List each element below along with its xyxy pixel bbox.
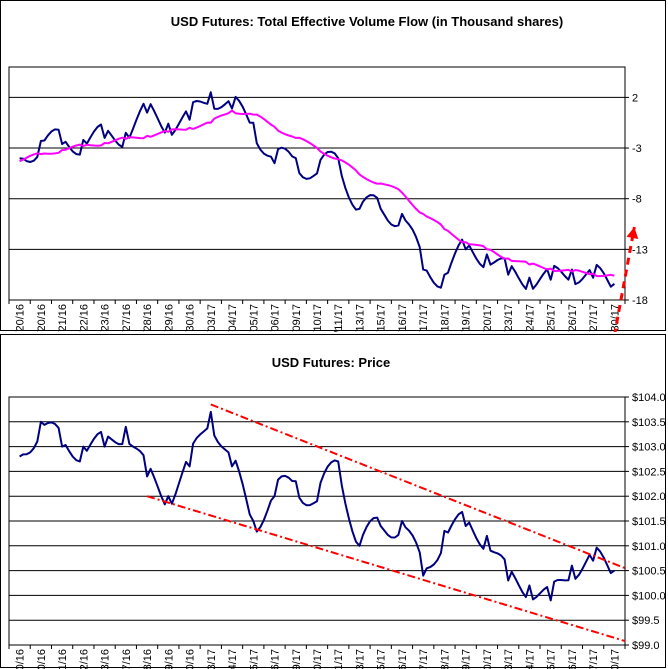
x-tick-label: 12/20/16	[15, 649, 27, 669]
x-tick-label: 01/19/17	[461, 304, 473, 332]
y-tick-label: $101.5	[632, 516, 666, 528]
x-tick-label: 01/13/17	[354, 649, 366, 669]
x-tick-label: 01/11/17	[333, 649, 345, 669]
x-tick-label: 12/23/16	[100, 304, 112, 332]
x-tick-label: 01/13/17	[354, 304, 366, 332]
x-tick-label: 01/25/17	[546, 649, 558, 669]
x-tick-label: 12/27/16	[121, 649, 133, 669]
x-tick-label: 01/04/17	[227, 304, 239, 332]
annotation-arrow-group	[613, 226, 639, 332]
series-line-0	[19, 410, 615, 602]
annotation-arrow-line	[613, 226, 636, 332]
x-tick-label: 01/10/17	[312, 649, 324, 669]
x-tick-label: 12/27/16	[121, 304, 133, 332]
series-line-0	[19, 91, 616, 290]
x-tick-label: 12/20/16	[15, 304, 27, 332]
x-tick-label: 01/05/17	[248, 304, 260, 332]
chart-title: USD Futures: Total Effective Volume Flow…	[171, 14, 563, 29]
y-tick-label: -13	[632, 244, 648, 256]
trend-line-1	[146, 495, 626, 642]
x-tick-label: 12/22/16	[78, 649, 90, 669]
x-tick-label: 12/21/16	[57, 304, 69, 332]
price-chart-panel: USD Futures: Price $104.0 $103.5 $103.0 $10…	[0, 334, 666, 669]
y-tick-label: $103.0	[632, 442, 666, 454]
x-tick-label: 12/28/16	[142, 649, 154, 669]
x-tick-label: 01/20/17	[482, 304, 494, 332]
x-axis-ticks: 12/20/16 12/20/16 12/21/16 12/22/16 12/23/16…	[8, 645, 626, 669]
y-tick-label: -8	[632, 194, 642, 206]
x-tick-label: 01/15/17	[376, 649, 388, 669]
y-tick-label: $102.0	[632, 491, 666, 503]
x-tick-label: 01/05/17	[248, 649, 260, 669]
series-group	[19, 91, 616, 290]
x-tick-label: 01/09/17	[291, 649, 303, 669]
x-tick-label: 01/26/17	[567, 649, 579, 669]
y-tick-label: $100.0	[632, 590, 666, 602]
x-tick-label: 01/18/17	[439, 304, 451, 332]
x-tick-label: 01/26/17	[567, 304, 579, 332]
x-tick-label: 01/15/17	[376, 304, 388, 332]
x-tick-label: 01/19/17	[461, 649, 473, 669]
y-axis-ticks: 2 -3 -8 -13 -18	[632, 92, 648, 307]
y-tick-label: $99.0	[632, 640, 660, 652]
x-tick-label: 01/06/17	[270, 649, 282, 669]
x-tick-label: 01/20/17	[482, 649, 494, 669]
y-tick-label: $103.5	[632, 417, 666, 429]
x-tick-label: 12/20/16	[36, 304, 48, 332]
x-tick-label: 01/18/17	[439, 649, 451, 669]
x-axis-ticks: 12/20/16 12/20/16 12/21/16 12/22/16 12/23/16…	[8, 300, 626, 332]
trend-line-0	[210, 403, 626, 570]
x-tick-label: 01/17/17	[418, 649, 430, 669]
x-tick-label: 01/24/17	[524, 304, 536, 332]
x-tick-label: 12/30/16	[185, 304, 197, 332]
x-tick-label: 12/30/16	[185, 649, 197, 669]
x-tick-label: 01/24/17	[524, 649, 536, 669]
x-tick-label: 01/27/17	[588, 304, 600, 332]
x-tick-label: 01/23/17	[503, 649, 515, 669]
plot-area	[8, 66, 626, 301]
volume-flow-chart: USD Futures: Total Effective Volume Flow…	[8, 14, 648, 332]
price-chart: USD Futures: Price $104.0$103.5$103.0$10…	[8, 355, 666, 669]
x-tick-label: 12/28/16	[142, 304, 154, 332]
x-tick-label: 01/23/17	[503, 304, 515, 332]
y-tick-label: $100.5	[632, 566, 666, 578]
x-tick-label: 12/22/16	[78, 304, 90, 332]
series-line-1	[19, 109, 615, 278]
y-tick-label: $101.0	[632, 541, 666, 553]
x-tick-label: 01/04/17	[227, 649, 239, 669]
x-tick-label: 01/16/17	[397, 649, 409, 669]
x-tick-label: 01/16/17	[397, 304, 409, 332]
x-tick-label: 01/03/17	[206, 304, 218, 332]
x-tick-label: 12/29/16	[163, 649, 175, 669]
annotation-arrow-head	[626, 227, 639, 239]
y-tick-label: $102.5	[632, 466, 666, 478]
series-group	[19, 410, 615, 602]
chart-title: USD Futures: Price	[272, 355, 390, 370]
y-tick-label: -3	[632, 143, 642, 155]
x-tick-label: 01/17/17	[418, 304, 430, 332]
x-tick-label: 01/30/17	[609, 649, 621, 669]
y-tick-label: -18	[632, 295, 648, 307]
x-tick-label: 12/20/16	[36, 649, 48, 669]
x-tick-label: 01/10/17	[312, 304, 324, 332]
x-tick-label: 01/06/17	[270, 304, 282, 332]
y-tick-label: $99.5	[632, 615, 660, 627]
x-tick-label: 12/21/16	[57, 649, 69, 669]
x-tick-label: 01/25/17	[546, 304, 558, 332]
y-tick-label: $104.0	[632, 392, 666, 404]
volume-flow-chart-panel: USD Futures: Total Effective Volume Flow…	[0, 0, 666, 332]
y-axis-ticks: $104.0 $103.5 $103.0 $102.5 $102.0 $101.5 $101…	[632, 392, 666, 652]
y-tick-label: 2	[632, 92, 638, 104]
x-tick-label: 01/11/17	[333, 304, 345, 332]
x-tick-label: 12/29/16	[163, 304, 175, 332]
x-tick-label: 01/03/17	[206, 649, 218, 669]
trend-lines-group	[146, 403, 626, 642]
x-tick-label: 12/23/16	[100, 649, 112, 669]
x-tick-label: 01/09/17	[291, 304, 303, 332]
x-tick-label: 01/27/17	[588, 649, 600, 669]
